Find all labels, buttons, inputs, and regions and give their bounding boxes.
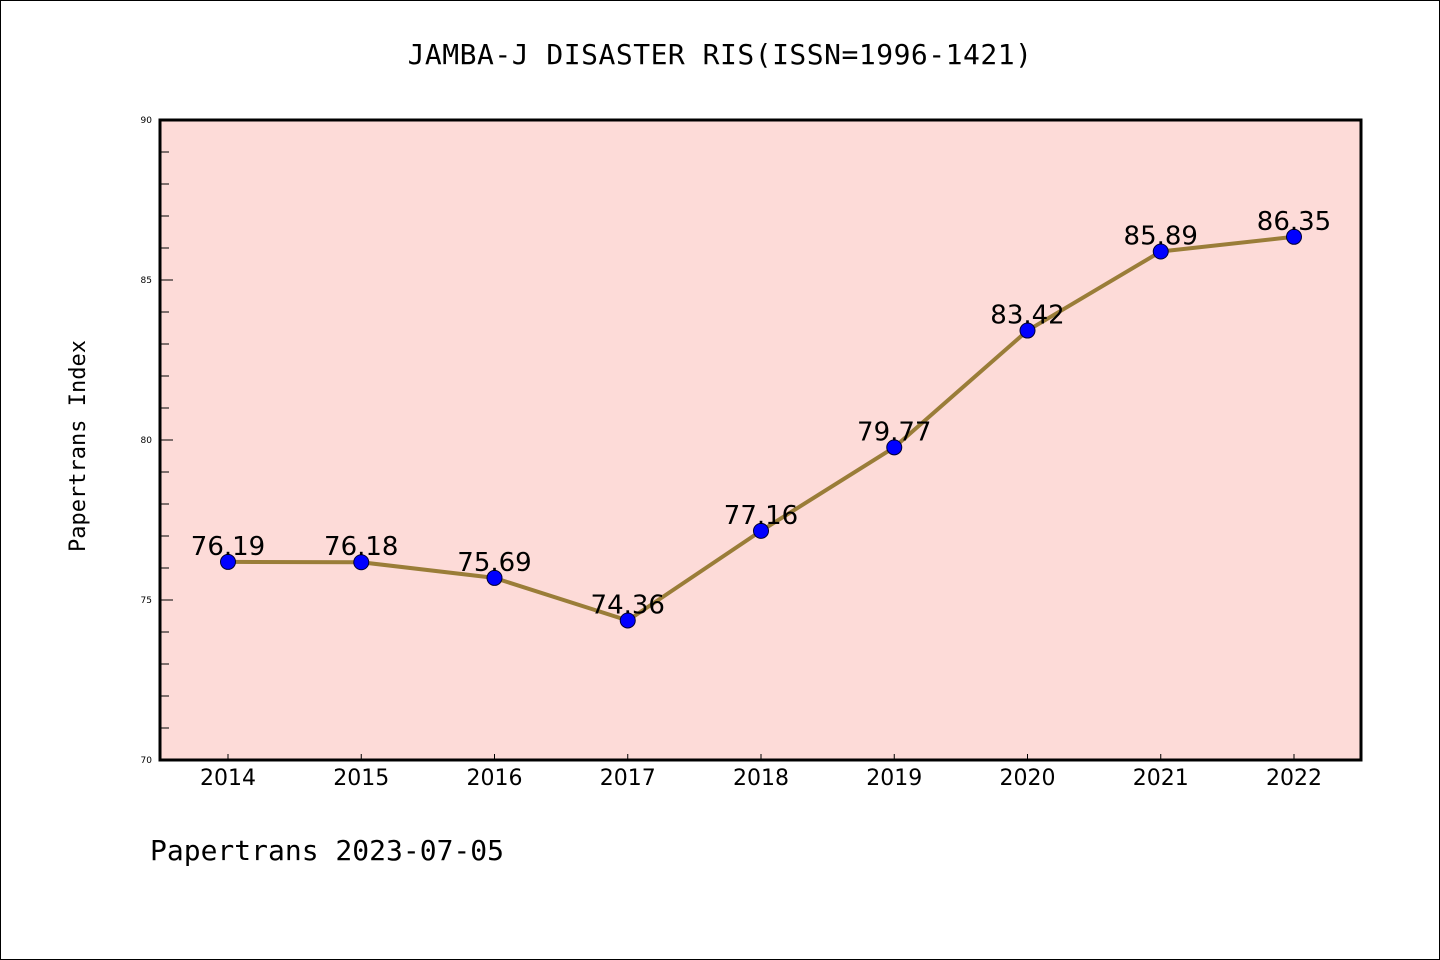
y-tick-label: 80 (141, 436, 153, 446)
y-tick-label: 70 (141, 756, 153, 766)
data-label: 74.36 (591, 590, 665, 620)
y-axis-label: Papertrans Index (66, 340, 91, 552)
x-tick-label: 2021 (1133, 766, 1189, 791)
data-label: 75.69 (457, 548, 531, 578)
y-tick-label: 85 (141, 276, 152, 286)
x-tick-label: 2019 (866, 766, 922, 791)
data-point (886, 439, 903, 456)
chart-title: JAMBA-J DISASTER RIS(ISSN=1996-1421) (407, 38, 1033, 71)
data-label: 86.35 (1257, 207, 1331, 237)
y-tick-label: 75 (141, 596, 152, 606)
x-tick-label: 2017 (600, 766, 656, 791)
data-point (753, 522, 769, 539)
data-point (486, 569, 503, 586)
plot-area (160, 120, 1361, 760)
data-label: 79.77 (857, 417, 931, 447)
x-tick-label: 2016 (467, 766, 523, 791)
x-tick-label: 2022 (1266, 766, 1322, 791)
data-point (1019, 322, 1036, 339)
x-tick-label: 2014 (200, 766, 256, 791)
x-tick-label: 2020 (1000, 766, 1056, 791)
data-label: 83.42 (990, 301, 1064, 331)
data-markers (220, 228, 1302, 629)
data-label: 76.18 (324, 532, 398, 562)
data-label: 77.16 (724, 501, 798, 531)
data-point (1152, 243, 1169, 260)
plot-border (158, 118, 1363, 762)
data-point (1286, 228, 1302, 245)
data-label: 85.89 (1124, 222, 1198, 252)
y-tick-label: 90 (141, 116, 153, 126)
data-label: 76.19 (191, 532, 265, 562)
data-labels: 76.19 76.18 75.69 74.36 77.16 79.77 83.42 85.89… (191, 207, 1331, 621)
footer-note: Papertrans 2023-07-05 (150, 834, 505, 867)
data-point (220, 553, 236, 570)
x-axis: 2014 2015 2016 2017 2018 2019 2020 2021 2022 (200, 754, 1322, 791)
data-point (619, 612, 636, 629)
x-tick-label: 2015 (333, 766, 389, 791)
data-point (353, 554, 370, 571)
x-tick-label: 2018 (733, 766, 789, 791)
